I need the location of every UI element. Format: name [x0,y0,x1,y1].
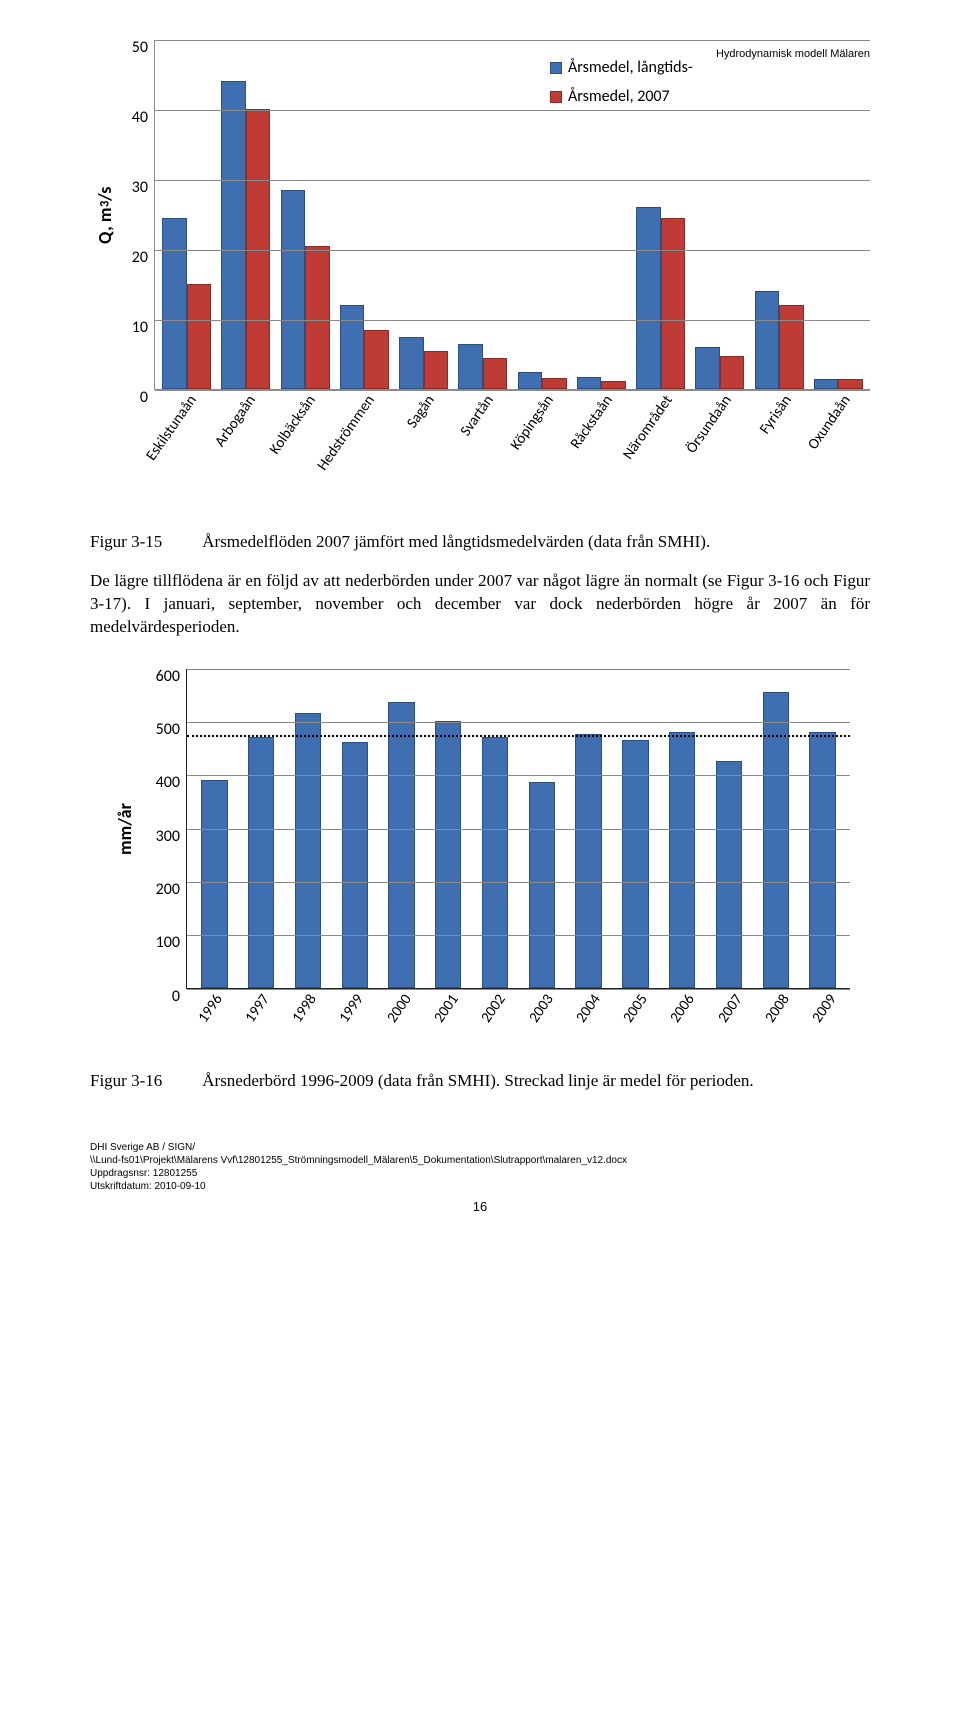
bar [201,780,227,988]
bar-series-b [483,358,508,390]
bar-series-b [542,378,567,389]
bar-group [157,218,216,390]
bar-group [690,347,749,389]
bar-series-a [458,344,483,390]
bar-series-a [577,377,602,389]
bar-group [453,344,512,390]
bar [342,742,368,987]
chart-precip: mm/år 6005004003002001000 19961997199819… [110,669,850,1061]
chart1-plot [154,40,870,390]
bar-series-b [720,356,745,389]
bar-group [809,379,868,390]
bar-series-b [838,379,863,390]
bar [435,721,461,988]
bar [388,702,414,987]
bar [716,761,742,988]
bar-series-a [695,347,720,389]
chart2-y-label: mm/år [110,669,140,989]
bar-series-b [246,109,271,389]
bar-series-b [424,351,449,390]
chart-q-flow: Årsmedel, långtids-Årsmedel, 2007 Q, m3/… [90,40,870,512]
bar [669,732,695,988]
bar-series-b [305,246,330,390]
figure-label: Figur 3-16 [90,1071,162,1091]
bar-group [276,190,335,390]
bar [575,734,601,987]
chart1-y-ticks: 50403020100 [120,40,154,390]
bar-group [513,372,572,390]
bar [295,713,321,988]
bar [529,782,555,987]
footer-line: Utskriftdatum: 2010-09-10 [90,1180,870,1193]
page-number: 16 [90,1199,870,1214]
bar-series-a [636,207,661,389]
bar-group [394,337,453,390]
bar-group [335,305,394,389]
figure-3-16-caption: Figur 3-16 Årsnederbörd 1996-2009 (data … [90,1071,870,1091]
bar-series-b [661,218,686,390]
bar-series-a [281,190,306,390]
figure-3-15-caption: Figur 3-15 Årsmedelflöden 2007 jämfört m… [90,532,870,552]
bar-series-b [364,330,389,390]
bar-group [750,291,809,389]
bar-series-a [755,291,780,389]
page-footer: DHI Sverige AB / SIGN/ \\Lund-fs01\Proje… [90,1141,870,1193]
bar [809,732,835,988]
chart1-x-labels: EskilstunaånArbogaånKolbäcksånHedströmme… [156,392,870,512]
chart1-y-label: Q, m3/s [90,40,120,390]
mean-line [187,735,850,737]
chart2-plot [186,669,850,989]
bar-series-b [187,284,212,389]
footer-line: \\Lund-fs01\Projekt\Mälarens Vvf\1280125… [90,1154,870,1167]
chart2-x-labels: 1996199719981999200020012002200320042005… [188,991,850,1061]
figure-text: Årsnederbörd 1996-2009 (data från SMHI).… [202,1071,753,1091]
bar-group [631,207,690,389]
footer-line: DHI Sverige AB / SIGN/ [90,1141,870,1154]
bar-series-a [162,218,187,390]
bar-series-a [814,379,839,390]
chart2-y-ticks: 6005004003002001000 [140,669,186,989]
bar-series-b [779,305,804,389]
figure-label: Figur 3-15 [90,532,162,552]
bar-series-a [399,337,424,390]
bar-series-a [518,372,543,390]
bar-series-a [340,305,365,389]
footer-line: Uppdragsnsr: 12801255 [90,1167,870,1180]
body-paragraph: De lägre tillflödena är en följd av att … [90,570,870,639]
bar-series-b [601,381,626,389]
bar-group [572,377,631,389]
figure-text: Årsmedelflöden 2007 jämfört med långtids… [202,532,710,552]
bar-group [216,81,275,389]
bar [622,740,648,988]
bar-series-a [221,81,246,389]
